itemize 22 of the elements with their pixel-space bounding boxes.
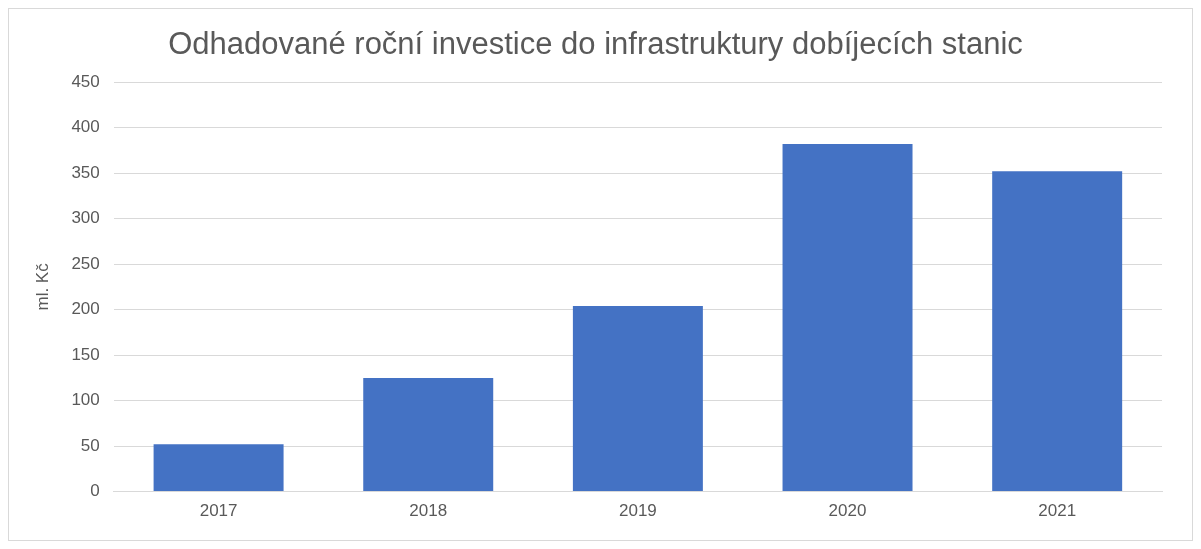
x-tick-label: 2018 [409,501,448,521]
bar [992,171,1123,492]
x-tick-label: 2019 [618,501,657,521]
x-tick-label: 2021 [1038,501,1077,521]
y-tick-label: 450 [71,71,100,91]
y-tick-label: 250 [71,253,100,273]
chart-title: Odhadované roční investice do infrastruktury dobíjecích stanic [168,26,1023,62]
x-tick-label: 2020 [828,501,867,521]
y-tick-label: 150 [71,344,100,364]
bar [782,144,913,492]
x-tick-label: 2017 [199,501,238,521]
y-tick-label: 0 [90,481,100,501]
y-tick-label: 400 [71,117,100,137]
bar [363,377,494,492]
y-tick-label: 300 [71,208,100,228]
bar [153,444,284,492]
bar [572,306,703,492]
y-tick-label: 50 [80,435,100,455]
y-tick-label: 200 [71,299,100,319]
y-axis-title: ml. Kč [32,262,52,311]
y-tick-label: 350 [71,162,100,182]
y-tick-label: 100 [71,390,100,410]
